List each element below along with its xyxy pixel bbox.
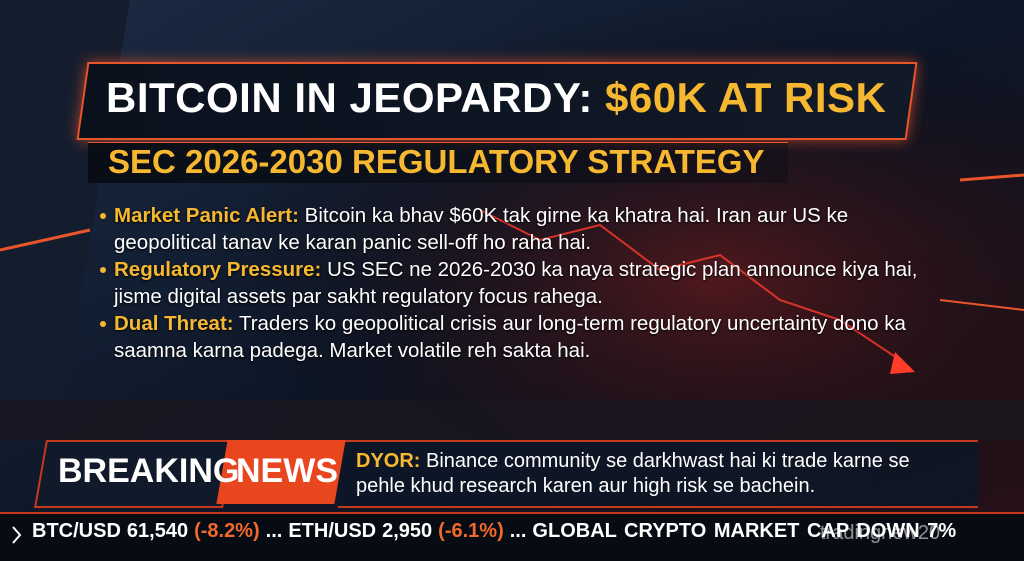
bullet: Regulatory Pressure: US SEC ne 2026-2030… [98, 256, 918, 310]
dyor-note: DYOR: Binance community se darkhwast hai… [356, 449, 956, 499]
ticker-bar [0, 512, 1024, 561]
ticker-symbol: BTC/USD [32, 520, 121, 542]
accent [939, 299, 1024, 311]
bullet-text: Bitcoin ka bhav $60K tak girne ka khatra… [114, 204, 849, 254]
bullet: Market Panic Alert: Bitcoin ka bhav $60K… [98, 202, 918, 256]
desk [0, 400, 1024, 440]
decor-chart [479, 209, 901, 361]
ticker-symbol: ETH/USD [288, 520, 377, 542]
title-part: $60K AT RISK [604, 74, 887, 121]
bullet-label: Dual Threat: [114, 312, 234, 335]
ticker-change: (-8.2%) [194, 520, 260, 542]
accent [0, 228, 91, 252]
ticker-price: 61,540 [126, 520, 189, 542]
bullet-text: Traders ko geopolitical crisis aur long-… [114, 312, 906, 362]
ticker: BTC/USD 61,540 (-8.2%)... ETH/USD 2,950 (-6.1… [32, 520, 962, 543]
subtitle: SEC 2026-2030 REGULATORY STRATEGY [108, 143, 765, 180]
ticker-closing: GLOBAL CRYPTO MARKET CAP DOWN 7% [532, 520, 957, 542]
accent [959, 173, 1024, 182]
breaking-word: BREAKING [58, 452, 240, 490]
ticker-price: 2,950 [382, 520, 433, 542]
ticker-separator: ... [509, 520, 527, 542]
watermark: tradingnew20 [820, 522, 941, 544]
ticker-separator: ... [265, 520, 283, 542]
headline-title: BITCOIN IN JEOPARDY: $60K AT RISK [106, 74, 886, 122]
bullet: Dual Threat: Traders ko geopolitical cri… [98, 310, 918, 364]
dyor-text: Binance community se darkhwast hai ki tr… [356, 450, 910, 497]
ticker-chevron [12, 526, 22, 544]
dyor-label: DYOR: [356, 450, 421, 472]
title-part: BITCOIN IN JEOPARDY: [106, 74, 593, 121]
bullet-label: Market Panic Alert: [114, 204, 299, 227]
news-word: NEWS [236, 452, 338, 490]
bullet-list: Market Panic Alert: Bitcoin ka bhav $60K… [98, 202, 918, 364]
ticker-change: (-6.1%) [438, 520, 504, 542]
subtitle-panel [88, 142, 788, 183]
decor-arrow [890, 352, 915, 374]
bullet-label: Regulatory Pressure: [114, 258, 322, 281]
bullet-text: US SEC ne 2026-2030 ka naya strategic pl… [114, 258, 918, 308]
dyor-panel [338, 440, 978, 508]
